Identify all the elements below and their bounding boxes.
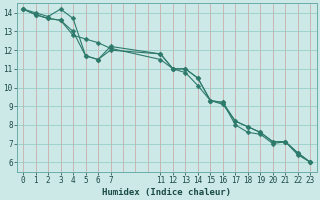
X-axis label: Humidex (Indice chaleur): Humidex (Indice chaleur) [102,188,231,197]
